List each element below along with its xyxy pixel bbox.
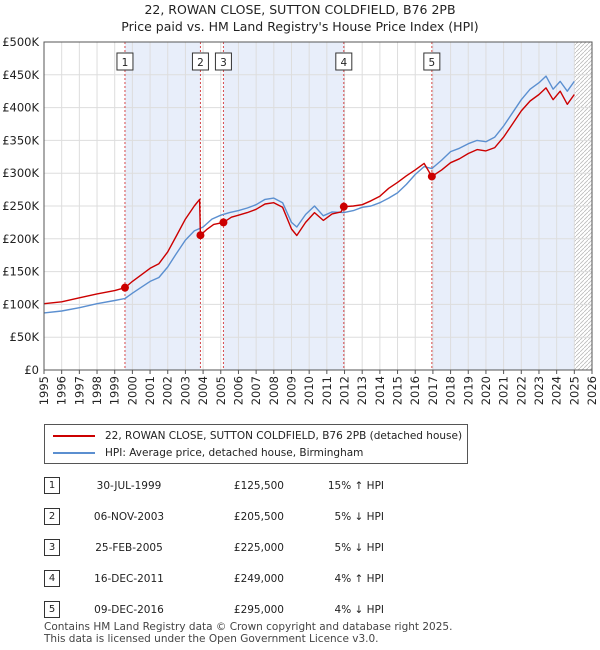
sale-date: 06-NOV-2003	[93, 510, 165, 523]
x-tick-label: 2010	[302, 376, 316, 405]
sale-hpi-diff: 15% ↑ HPI	[327, 479, 384, 492]
legend-label-property: 22, ROWAN CLOSE, SUTTON COLDFIELD, B76 2…	[105, 430, 463, 442]
x-tick-label: 2001	[143, 376, 157, 405]
price-chart: £0 £50K £100K £150K £200K £250K £300K £350K £400…	[2, 35, 599, 405]
y-tick-label: £350K	[2, 133, 39, 147]
x-tick-label: 2025	[567, 376, 581, 405]
sale-number-box: 2	[44, 508, 60, 525]
sale-label-box	[214, 52, 232, 71]
sale-label: 5	[428, 57, 435, 69]
legend-label-hpi: HPI: Average price, detached house, Birm…	[105, 447, 364, 459]
x-tick-label: 2005	[214, 376, 228, 405]
sale-date: 16-DEC-2011	[94, 572, 164, 585]
sale-label-box	[116, 52, 134, 71]
sale-number-box: 3	[44, 539, 60, 556]
sale-date: 30-JUL-1999	[96, 479, 162, 492]
x-tick-label: 2009	[284, 376, 298, 405]
y-tick-label: £400K	[2, 101, 39, 115]
y-tick-label: £50K	[10, 330, 40, 344]
sale-label: 4	[340, 57, 347, 69]
x-tick-label: 2011	[320, 376, 334, 405]
x-tick-label: 2017	[426, 376, 440, 405]
chart-subtitle: Price paid vs. HM Land Registry's House …	[121, 19, 479, 34]
x-tick-label: 2002	[161, 376, 175, 405]
legend-item-hpi: HPI: Average price, detached house, Birm…	[53, 444, 363, 462]
x-tick-label: 2000	[125, 376, 139, 405]
x-tick-label: 2006	[231, 376, 245, 405]
x-tick-label: 1999	[108, 376, 122, 405]
sale-point	[196, 231, 205, 240]
x-tick-label: 2026	[585, 376, 599, 405]
y-tick-label: £0	[24, 363, 39, 377]
y-tick-label: £150K	[2, 265, 39, 279]
x-tick-label: 2012	[338, 376, 352, 405]
footer-copyright: Contains HM Land Registry data © Crown c…	[44, 621, 453, 633]
x-tick-label: 2008	[267, 376, 281, 405]
sale-number-box: 4	[44, 570, 60, 587]
sale-point	[339, 202, 348, 211]
sale-hpi-diff: 5% ↓ HPI	[334, 541, 384, 554]
x-tick-label: 1997	[72, 376, 86, 405]
sale-label-box	[423, 52, 441, 71]
legend-swatch-property	[53, 435, 95, 437]
x-tick-label: 2022	[514, 376, 528, 405]
y-tick-label: £250K	[2, 199, 39, 213]
sale-point	[120, 283, 129, 292]
x-tick-label: 2024	[550, 376, 564, 405]
table-row: 2 06-NOV-2003 £205,500 5% ↓ HPI	[44, 501, 384, 532]
x-tick-label: 2013	[355, 376, 369, 405]
table-row: 1 30-JUL-1999 £125,500 15% ↑ HPI	[44, 470, 384, 501]
table-row: 3 25-FEB-2005 £225,000 5% ↓ HPI	[44, 532, 384, 563]
sale-price: £125,500	[233, 479, 284, 492]
sale-hpi-diff: 4% ↓ HPI	[334, 603, 384, 616]
table-row: 4 16-DEC-2011 £249,000 4% ↑ HPI	[44, 563, 384, 594]
sale-hpi-diff: 4% ↑ HPI	[334, 572, 384, 585]
legend-swatch-hpi	[53, 452, 95, 454]
property-price-line	[43, 87, 575, 305]
hpi-line	[43, 75, 575, 314]
sale-price: £249,000	[233, 572, 284, 585]
sale-label: 2	[197, 57, 204, 69]
sale-label-box	[335, 52, 353, 71]
footer-licence: This data is licensed under the Open Gov…	[44, 633, 379, 645]
plot-frame	[43, 41, 593, 371]
y-tick-label: £100K	[2, 297, 39, 311]
x-tick-label: 1998	[90, 376, 104, 405]
y-tick-label: £200K	[2, 232, 39, 246]
sale-point	[219, 218, 228, 227]
chart-title: 22, ROWAN CLOSE, SUTTON COLDFIELD, B76 2…	[144, 2, 456, 17]
sale-date: 25-FEB-2005	[95, 541, 163, 554]
sales-table: 1 30-JUL-1999 £125,500 15% ↑ HPI 2 06-NO…	[44, 470, 384, 625]
x-tick-label: 2015	[391, 376, 405, 405]
x-tick-label: 2020	[479, 376, 493, 405]
sale-number-box: 1	[44, 477, 60, 494]
x-tick-label: 2007	[249, 376, 263, 405]
x-tick-label: 2003	[178, 376, 192, 405]
y-tick-label: £450K	[2, 68, 39, 82]
table-row: 5 09-DEC-2016 £295,000 4% ↓ HPI	[44, 594, 384, 625]
sale-label-box	[191, 52, 209, 71]
sale-label: 3	[220, 57, 227, 69]
x-tick-label: 2021	[497, 376, 511, 405]
x-tick-label: 2004	[196, 376, 210, 405]
sale-hpi-diff: 5% ↓ HPI	[334, 510, 384, 523]
sale-point	[427, 172, 436, 181]
y-tick-label: £500K	[2, 35, 39, 49]
sale-number-box: 5	[44, 601, 60, 618]
x-tick-label: 2016	[408, 376, 422, 405]
sale-label: 1	[122, 57, 129, 69]
sale-price: £295,000	[233, 603, 284, 616]
x-tick-label: 1995	[37, 376, 51, 405]
x-tick-label: 1996	[55, 376, 69, 405]
legend: 22, ROWAN CLOSE, SUTTON COLDFIELD, B76 2…	[44, 424, 468, 464]
legend-item-property: 22, ROWAN CLOSE, SUTTON COLDFIELD, B76 2…	[53, 427, 462, 445]
sale-price: £205,500	[233, 510, 284, 523]
x-tick-label: 2023	[532, 376, 546, 405]
y-tick-label: £300K	[2, 166, 39, 180]
sale-price: £225,000	[233, 541, 284, 554]
x-tick-label: 2014	[373, 376, 387, 405]
x-tick-label: 2019	[461, 376, 475, 405]
sale-date: 09-DEC-2016	[94, 603, 164, 616]
x-tick-label: 2018	[444, 376, 458, 405]
